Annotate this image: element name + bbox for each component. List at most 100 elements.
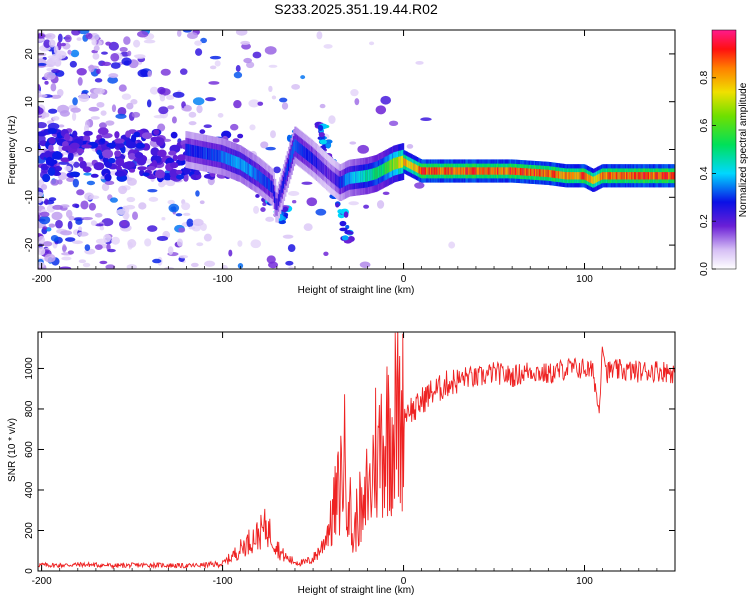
spectrogram-trace-cell <box>282 176 286 189</box>
spectrogram-noise-blob <box>133 54 145 58</box>
spectrogram-band-blob <box>237 133 244 139</box>
spectrogram-noise-blob <box>52 116 60 121</box>
spectrogram-noise-blob <box>266 255 276 264</box>
spectrogram-noise-blob <box>72 240 83 245</box>
spectrogram-trace-cell <box>252 166 255 179</box>
spectrogram-trace-cell <box>381 164 384 176</box>
spectrogram-noise-blob <box>250 239 262 249</box>
spectrogram-noise-blob <box>115 113 127 119</box>
spectrogram-trace-cell <box>230 154 234 167</box>
spectrogram-band-blob <box>93 162 105 171</box>
spectrogram-trace-cell <box>225 152 229 165</box>
spectrogram-noise-blob <box>195 190 200 197</box>
spectrogram-noise-blob <box>137 69 149 78</box>
spectrogram-noise-blob <box>148 196 159 202</box>
spectrogram-noise-blob <box>59 110 71 117</box>
spectrogram-noise-blob <box>71 30 81 36</box>
spectrogram-trace-cell <box>556 170 559 179</box>
spectrogram-noise-blob <box>66 177 75 182</box>
spectrogram-trace-cell <box>214 149 217 162</box>
spectrogram-trace-cell <box>584 172 587 180</box>
spectrogram-trace-cell <box>626 172 629 180</box>
spectrogram-trace-cell <box>286 163 289 176</box>
spectrogram-trace-cell <box>580 172 583 180</box>
spectrogram-trace-cell <box>565 172 568 180</box>
spectrogram-trace-cell <box>661 172 664 180</box>
spectrogram-noise-blob <box>86 180 96 186</box>
spectrogram-noise-blob <box>69 60 77 68</box>
spectrogram-ytick-label: -20 <box>24 237 35 252</box>
spectrogram-noise-blob <box>233 99 242 109</box>
spectrogram-noise-blob <box>122 205 128 211</box>
spectrogram-trace-cell <box>402 155 405 168</box>
spectrogram-trace-cell <box>299 143 302 155</box>
spectrogram-noise-blob <box>111 104 117 113</box>
spectrogram-band-blob <box>44 150 54 159</box>
spectrogram-trace-cell <box>457 167 460 175</box>
spectrogram-trace-cell <box>262 173 265 186</box>
spectrogram-trace-cell <box>414 164 417 172</box>
spectrogram-trace-cell <box>400 156 403 168</box>
spectrogram-trace-cell <box>474 167 477 175</box>
spectrogram-noise-blob <box>375 105 387 115</box>
spectrogram-noise-blob <box>270 130 276 139</box>
spectrogram-trace-cell <box>383 163 386 176</box>
spectrogram-noise-blob <box>179 68 188 75</box>
spectrogram-noise-blob <box>166 94 175 101</box>
spectrogram-trace-cell <box>285 168 288 180</box>
spectrogram-trace-cell <box>341 176 344 188</box>
spectrogram-trace-cell <box>343 174 346 187</box>
spectrogram-trace-cell <box>465 167 468 175</box>
spectrogram-noise-blob <box>99 260 108 265</box>
spectrogram-trace-cell <box>205 147 208 160</box>
spectrogram-noise-blob <box>107 248 116 253</box>
spectrogram-trace-cell <box>312 153 315 165</box>
spectrogram-streak-blob <box>317 124 324 132</box>
spectrogram-trace-cell <box>673 172 675 180</box>
spectrogram-noise-blob <box>99 226 105 231</box>
spectrogram-trace-cell <box>287 159 291 172</box>
spectrogram-trace-cell <box>613 172 616 180</box>
spectrogram-noise-blob <box>380 95 392 105</box>
spectrogram-trace-cell <box>602 172 605 180</box>
spectrogram-trace-cell <box>244 161 248 174</box>
spectrogram-trace-cell <box>509 167 512 175</box>
spectrogram-noise-blob <box>415 60 424 65</box>
spectrogram-trace-cell <box>210 148 213 161</box>
spectrogram-trace-cell <box>388 160 391 173</box>
spectrogram-noise-blob <box>121 57 132 66</box>
spectrogram-streak-blob <box>339 227 348 232</box>
spectrogram-trace-cell <box>490 167 493 175</box>
spectrogram-noise-blob <box>100 110 107 116</box>
spectrogram-noise-blob <box>91 39 97 46</box>
spectrogram-trace-cell <box>453 167 457 175</box>
spectrogram-noise-blob <box>420 117 432 122</box>
spectrogram-trace-cell <box>237 157 240 169</box>
spectrogram-noise-blob <box>65 209 73 219</box>
spectrogram-trace-cell <box>491 167 495 175</box>
spectrogram-noise-blob <box>203 233 212 242</box>
spectrogram-noise-blob <box>94 78 103 83</box>
spectrogram-noise-blob <box>350 89 359 97</box>
spectrogram-trace-cell <box>270 180 273 192</box>
spectrogram-noise-blob <box>188 111 197 118</box>
spectrogram-noise-blob <box>233 71 243 79</box>
spectrogram-noise-blob <box>44 198 49 206</box>
spectrogram-noise-blob <box>282 234 294 239</box>
spectrogram-trace-cell <box>518 167 521 176</box>
spectrogram-trace-cell <box>666 172 669 180</box>
spectrogram-noise-blob <box>195 48 203 56</box>
spectrogram-trace-cell <box>665 172 668 180</box>
spectrogram-noise-blob <box>252 51 262 59</box>
spectrogram-trace-cell <box>291 146 294 159</box>
spectrogram-trace-cell <box>637 172 640 180</box>
spectrogram-noise-blob <box>167 199 175 205</box>
spectrogram-trace-cell <box>618 172 621 180</box>
spectrogram-noise-blob <box>75 219 83 225</box>
spectrogram-trace-cell <box>604 172 607 180</box>
spectrogram-noise-blob <box>265 146 276 151</box>
spectrogram-noise-blob <box>93 87 105 95</box>
spectrogram-trace-cell <box>408 160 411 169</box>
spectrogram-trace-cell <box>326 166 329 178</box>
spectrogram-trace-cell <box>543 169 547 177</box>
